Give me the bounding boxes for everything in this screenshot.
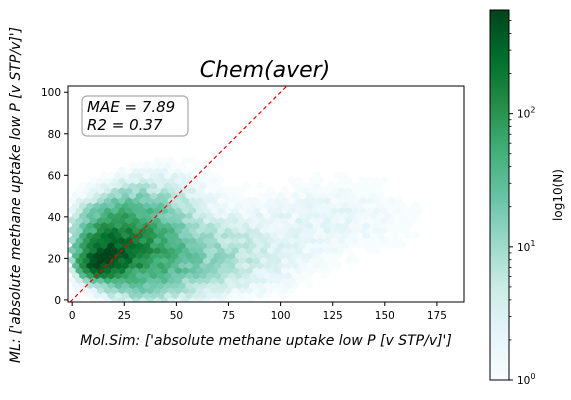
x-tick-label: 125 (323, 310, 343, 322)
hexbin-cell (231, 186, 239, 195)
hexbin-cell (373, 176, 381, 185)
hexbin-cell (100, 171, 108, 180)
x-axis-ticks: 0 25 50 75 100 125 150 175 (69, 302, 447, 322)
hexbin-cell (242, 181, 250, 190)
hexbin-cell (213, 171, 222, 180)
hexbin-cell (366, 176, 374, 185)
hexbin-cell (167, 156, 175, 165)
hexbin-cell (288, 176, 296, 185)
hexbin-cell (181, 156, 190, 165)
x-tick-label: 0 (69, 310, 76, 322)
hexbin-cell (256, 181, 264, 190)
chart-title: Chem(aver) (200, 58, 331, 83)
hexbin-cell (153, 156, 161, 165)
y-tick-label: 60 (48, 170, 61, 182)
hexbin-cell (341, 171, 349, 180)
mae-text: MAE = 7.89 (87, 98, 175, 116)
x-tick-label: 50 (170, 310, 183, 322)
hexbin-cell (79, 181, 87, 190)
x-tick-label: 150 (375, 310, 395, 322)
hexbin-cell (189, 156, 197, 165)
x-tick-label: 100 (271, 310, 291, 322)
hexbin-cell (387, 196, 395, 205)
x-axis-label: Mol.Sim: ['absolute methane uptake low P… (80, 333, 452, 349)
y-axis-label: ML: ['absolute methane uptake low P [v S… (8, 27, 24, 363)
hexbin-cell (394, 196, 402, 205)
hexbin-cell (334, 171, 342, 180)
colorbar-gradient (489, 9, 510, 381)
y-tick-label: 100 (41, 87, 61, 99)
hexbin-cell (295, 176, 303, 185)
x-tick-label: 175 (427, 310, 447, 322)
metrics-box: MAE = 7.89 R2 = 0.37 (81, 95, 189, 137)
colorbar-ticks: 100 101 102 (509, 20, 535, 387)
hexbin-cells (68, 156, 423, 302)
r2-text: R2 = 0.37 (87, 116, 163, 134)
hexbin-cell (160, 156, 168, 165)
hexbin-cell (224, 186, 232, 195)
y-tick-label: 40 (48, 212, 61, 224)
x-tick-label: 25 (118, 310, 131, 322)
colorbar-label: log10(N) (551, 169, 565, 221)
plot-frame (67, 85, 465, 303)
hexbin-cell (327, 181, 335, 190)
y-tick-label: 80 (48, 129, 61, 141)
colorbar-tick-label: 101 (517, 239, 535, 254)
hexbin-cell (245, 196, 253, 205)
y-axis-ticks: 0 20 40 60 80 100 (41, 87, 68, 307)
colorbar (489, 9, 510, 381)
colorbar-tick-label: 100 (517, 372, 535, 387)
hexbin-cell (107, 171, 115, 180)
hexbin-cell (412, 201, 420, 210)
hexbin-cell (135, 161, 144, 170)
hexbin-cell (380, 176, 388, 185)
hexbin-cell (89, 176, 97, 185)
hexbin-cell (143, 161, 151, 170)
hexbin-cell (267, 186, 275, 195)
colorbar-tick-label: 102 (517, 106, 535, 121)
hexbin-cell (412, 230, 420, 240)
hexbin-cell (118, 166, 126, 175)
hexbin-cell (359, 176, 367, 185)
x-tick-label: 75 (222, 310, 235, 322)
y-tick-label: 0 (54, 295, 61, 307)
hexbin-cell (256, 191, 264, 200)
hexbin-cell (128, 161, 136, 170)
hexbin-cell (281, 186, 289, 195)
identity-line (69, 86, 288, 302)
hexbin-cell (313, 171, 321, 180)
y-tick-label: 20 (48, 253, 61, 265)
